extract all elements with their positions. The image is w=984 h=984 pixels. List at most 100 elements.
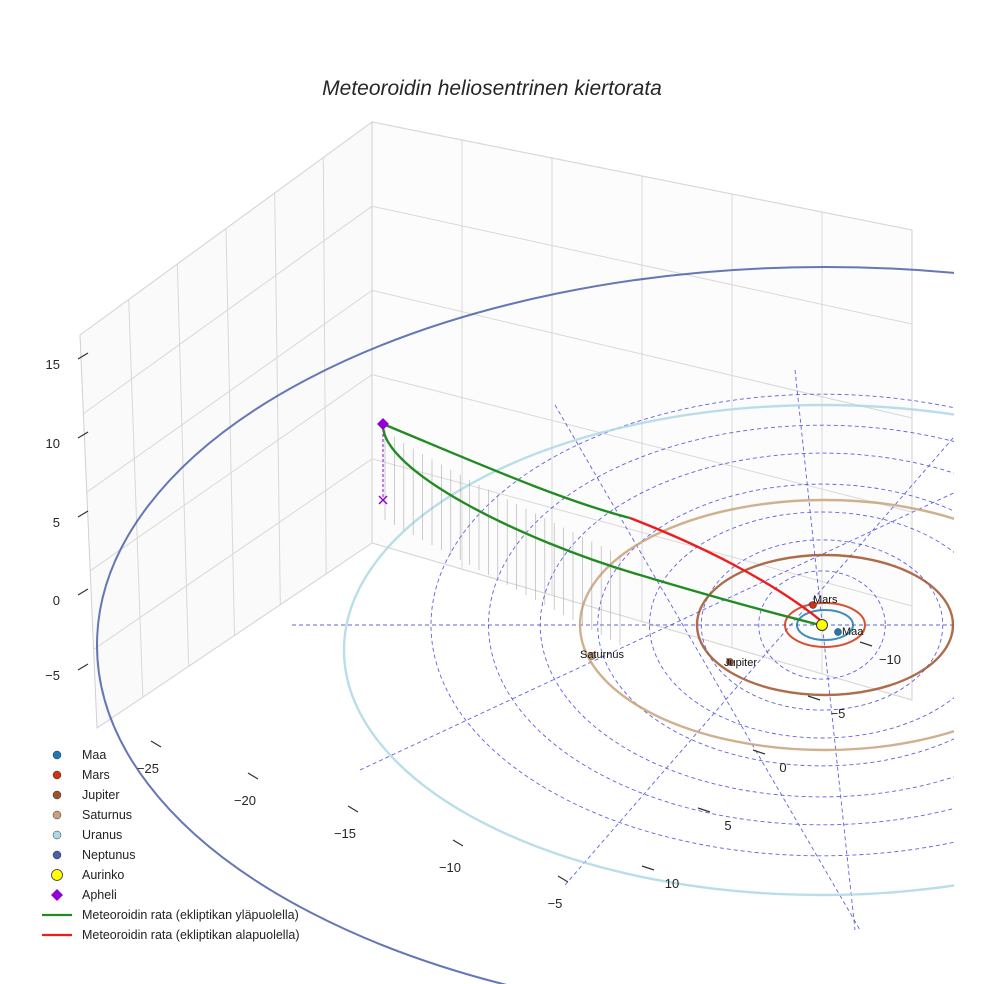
left-pane xyxy=(79,121,373,729)
legend-marker xyxy=(52,830,62,840)
y-tick-label: 0 xyxy=(779,760,786,775)
pane-gridline xyxy=(176,263,190,667)
legend-label: Neptunus xyxy=(82,848,136,862)
orbit-uranus xyxy=(342,403,954,897)
planet-label-saturnus: Saturnus xyxy=(580,649,625,661)
sun-marker xyxy=(816,619,828,631)
y-axis: −10 −5 0 5 10 xyxy=(641,641,901,891)
legend-item: Saturnus xyxy=(52,808,132,822)
legend-item: Apheli xyxy=(51,888,117,902)
z-tick-mark xyxy=(77,510,89,518)
legend-item: Uranus xyxy=(52,828,122,842)
planet-label-jupiter: Jupiter xyxy=(724,657,757,669)
planet-label-maa: Maa xyxy=(842,626,864,638)
y-tick-mark xyxy=(859,641,873,647)
z-tick-label: 5 xyxy=(53,515,60,530)
z-tick-mark xyxy=(77,588,89,596)
legend-marker xyxy=(51,869,63,881)
meteoroid-orbit-above-ecliptic xyxy=(382,422,631,520)
planet-maa xyxy=(834,628,842,636)
y-tick-mark xyxy=(752,749,766,755)
x-tick-label: −15 xyxy=(334,826,356,841)
x-tick-label: −25 xyxy=(137,761,159,776)
legend-marker xyxy=(52,770,62,780)
orbit-mars xyxy=(784,602,866,648)
meteoroid-orbit xyxy=(381,422,821,627)
planet-markers: Maa Mars Jupiter Saturnus xyxy=(377,418,864,669)
pane-gridline xyxy=(128,299,144,698)
ecliptic-grid-spoke xyxy=(794,369,856,931)
z-axis: 15 10 5 0 −5 xyxy=(45,352,89,683)
pane-gridline xyxy=(225,228,235,636)
orbit-saturnus xyxy=(578,498,954,752)
legend-item: Meteoroidin rata (ekliptikan alapuolella… xyxy=(42,928,299,942)
legend-marker xyxy=(52,850,62,860)
legend-item: Jupiter xyxy=(52,788,120,802)
pane-grid xyxy=(79,121,913,729)
legend-label: Mars xyxy=(82,768,110,782)
z-tick-mark xyxy=(77,663,89,671)
projection-lines xyxy=(382,424,621,645)
orbit-jupiter xyxy=(695,553,954,697)
z-tick-label: 0 xyxy=(53,593,60,608)
legend-marker xyxy=(52,790,62,800)
x-tick-label: −20 xyxy=(234,793,256,808)
legend-item: Maa xyxy=(52,748,106,762)
z-tick-label: −5 xyxy=(45,668,60,683)
legend: Maa Mars Jupiter Saturnus Uranus Neptunus Auri… xyxy=(42,748,299,942)
z-tick-mark xyxy=(77,431,89,439)
x-tick-mark xyxy=(247,772,259,780)
legend-item: Neptunus xyxy=(52,848,136,862)
x-tick-label: −5 xyxy=(548,896,563,911)
y-tick-label: 5 xyxy=(724,818,731,833)
z-tick-label: 15 xyxy=(46,357,60,372)
aphelion-projection-marker xyxy=(378,495,388,505)
y-tick-mark xyxy=(807,695,821,701)
y-tick-label: 10 xyxy=(665,876,679,891)
meteoroid-orbit-above-ecliptic-inbound xyxy=(381,423,821,627)
y-tick-label: −5 xyxy=(831,706,846,721)
legend-label: Meteoroidin rata (ekliptikan alapuolella… xyxy=(82,928,299,942)
ecliptic-grid-spoke xyxy=(554,404,861,931)
planet-jupiter xyxy=(726,658,734,666)
y-tick-mark xyxy=(697,807,711,813)
legend-label: Meteoroidin rata (ekliptikan yläpuolella… xyxy=(82,908,299,922)
legend-marker xyxy=(52,750,62,760)
x-tick-mark xyxy=(557,875,569,883)
y-tick-label: −10 xyxy=(879,652,901,667)
legend-item: Meteoroidin rata (ekliptikan yläpuolella… xyxy=(42,908,299,922)
planet-label-mars: Mars xyxy=(813,594,838,606)
meteoroid-orbit-below-ecliptic xyxy=(629,516,821,621)
planet-saturnus xyxy=(588,652,596,660)
ecliptic-grid-spoke xyxy=(564,436,954,886)
pane-gridline xyxy=(322,157,327,574)
legend-label: Uranus xyxy=(82,828,122,842)
ecliptic-grid-ring xyxy=(597,483,954,767)
legend-label: Jupiter xyxy=(82,788,120,802)
legend-label: Saturnus xyxy=(82,808,132,822)
orbit-neptunus xyxy=(96,266,954,984)
ecliptic-grid-ring xyxy=(758,570,886,680)
chart-title: Meteoroidin heliosentrinen kiertorata xyxy=(322,77,662,100)
orbit-maa xyxy=(796,609,854,641)
legend-label: Aurinko xyxy=(82,868,124,882)
aphelion-marker xyxy=(377,418,389,430)
legend-label: Apheli xyxy=(82,888,117,902)
ecliptic-grid-ring xyxy=(649,511,954,739)
x-axis: −25 −20 −15 −10 −5 xyxy=(137,740,569,911)
planet-mars xyxy=(809,601,817,609)
axis-panes xyxy=(79,121,913,729)
pane-gridline xyxy=(274,192,281,605)
legend-label: Maa xyxy=(82,748,106,762)
ecliptic-grid-spoke xyxy=(359,492,954,771)
z-tick-label: 10 xyxy=(46,436,60,451)
legend-item: Aurinko xyxy=(51,868,124,882)
legend-marker xyxy=(52,810,62,820)
legend-item: Mars xyxy=(52,768,110,782)
z-tick-mark xyxy=(77,352,89,360)
x-tick-mark xyxy=(150,740,162,748)
planet-orbits xyxy=(96,266,954,984)
x-tick-mark xyxy=(347,805,359,813)
